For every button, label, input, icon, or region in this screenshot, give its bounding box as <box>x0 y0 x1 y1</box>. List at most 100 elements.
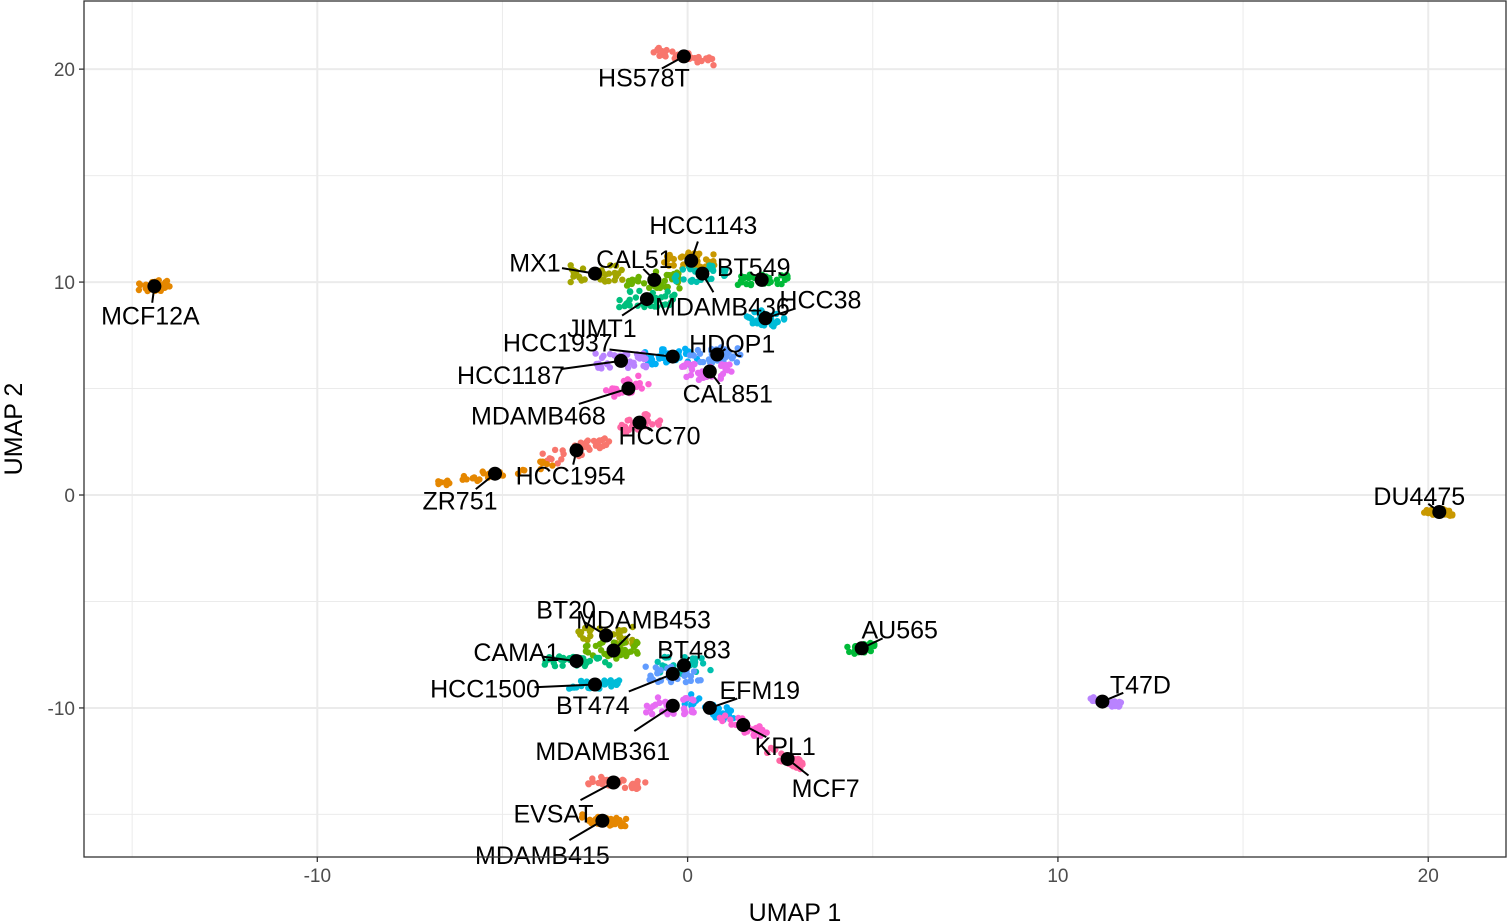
leader-line <box>628 672 674 693</box>
cell-point <box>707 666 714 674</box>
centroid-label: MX1 <box>509 250 560 278</box>
cell-point <box>690 352 697 359</box>
cell-point <box>650 49 657 56</box>
cell-point <box>558 456 565 463</box>
cell-point <box>600 776 608 784</box>
cell-point <box>799 759 806 766</box>
cell-point <box>589 775 596 782</box>
cell-point <box>770 323 777 330</box>
cell-point <box>1111 699 1119 706</box>
cell-point <box>696 370 703 378</box>
cell-point <box>636 287 643 295</box>
cell-point <box>579 811 586 818</box>
cell-point <box>663 253 671 260</box>
cell-point <box>559 662 566 669</box>
cell-point <box>673 272 680 279</box>
cell-point <box>610 679 618 686</box>
centroid-point <box>854 641 869 656</box>
centroid-point <box>754 272 769 287</box>
cell-point <box>716 714 723 721</box>
cell-point <box>584 636 591 644</box>
cell-point <box>592 642 600 650</box>
y-tick-label: 10 <box>54 273 75 294</box>
centroid-label: HS578T <box>598 64 690 92</box>
cell-point <box>750 732 758 739</box>
cell-point <box>554 460 561 467</box>
centroid-point <box>147 279 162 294</box>
centroid-points <box>147 49 1447 828</box>
cell-point <box>688 691 695 698</box>
cell-point <box>698 655 705 662</box>
cell-point <box>767 744 775 752</box>
cell-point <box>611 393 618 400</box>
cell-point <box>654 658 661 666</box>
centroid-label: DU4475 <box>1373 483 1465 511</box>
centroid-label: MDAMB415 <box>475 842 610 870</box>
x-tick-label: -10 <box>304 866 331 887</box>
centroid-label: EVSAT <box>513 801 593 829</box>
cell-point <box>682 678 690 686</box>
cell-point <box>584 649 592 656</box>
centroid-point <box>488 466 502 481</box>
x-tick-label: 0 <box>682 866 693 887</box>
cell-point <box>728 355 736 362</box>
cell-point <box>697 677 704 684</box>
leader-line <box>534 683 596 689</box>
cell-point <box>640 362 647 370</box>
cell-point <box>611 385 618 392</box>
cell-point <box>696 695 703 702</box>
centroid-point <box>588 266 602 281</box>
cell-point <box>549 462 556 469</box>
cell-point <box>681 672 688 679</box>
cell-point <box>435 478 442 485</box>
cell-point <box>593 654 600 661</box>
cell-point <box>585 781 592 788</box>
cell-point <box>595 779 602 787</box>
panel-border <box>83 0 1507 858</box>
cell-point <box>616 816 623 824</box>
cell-point <box>688 708 696 716</box>
centroid-label: CAL51 <box>596 246 672 274</box>
cell-point <box>706 262 713 269</box>
cell-point <box>710 251 717 258</box>
cell-point <box>616 303 623 311</box>
x-axis-title: UMAP 1 <box>749 899 842 924</box>
centroid-point <box>702 700 717 715</box>
centroid-label: ZR751 <box>422 488 497 516</box>
centroid-label: MCF12A <box>101 302 200 330</box>
cell-point <box>623 652 630 660</box>
centroid-label: MDAMB361 <box>535 738 670 766</box>
cell-point <box>726 707 733 714</box>
cell-point <box>677 254 685 261</box>
cell-point <box>659 346 666 353</box>
grid-lines <box>84 1 1506 857</box>
axis-ticks: -10 0 10 20 -10 0 10 20 <box>48 60 1439 887</box>
cell-point <box>709 266 717 273</box>
cell-point <box>682 695 689 702</box>
cell-point <box>687 673 695 680</box>
cell-point <box>602 387 610 394</box>
centroid-label: HCC38 <box>779 286 861 314</box>
cell-point <box>579 265 587 272</box>
centroid-point <box>780 752 795 766</box>
cell-point <box>597 647 605 654</box>
cell-point <box>780 316 788 323</box>
centroid-label: CAL851 <box>683 381 773 409</box>
cell-point <box>163 281 171 288</box>
cell-point <box>745 314 752 321</box>
y-axis-title: UMAP 2 <box>0 383 28 476</box>
centroid-point <box>676 658 691 673</box>
centroid-point <box>1432 505 1447 519</box>
centroid-point <box>599 628 614 643</box>
cell-point <box>642 779 649 786</box>
centroid-point <box>695 266 710 281</box>
cell-point <box>710 61 717 69</box>
cell-point <box>721 712 729 719</box>
cell-point <box>592 350 599 357</box>
cell-point <box>599 442 607 450</box>
leader-line <box>633 704 674 732</box>
cell-point <box>846 648 853 656</box>
cell-point <box>577 629 585 636</box>
cell-point <box>136 280 143 287</box>
